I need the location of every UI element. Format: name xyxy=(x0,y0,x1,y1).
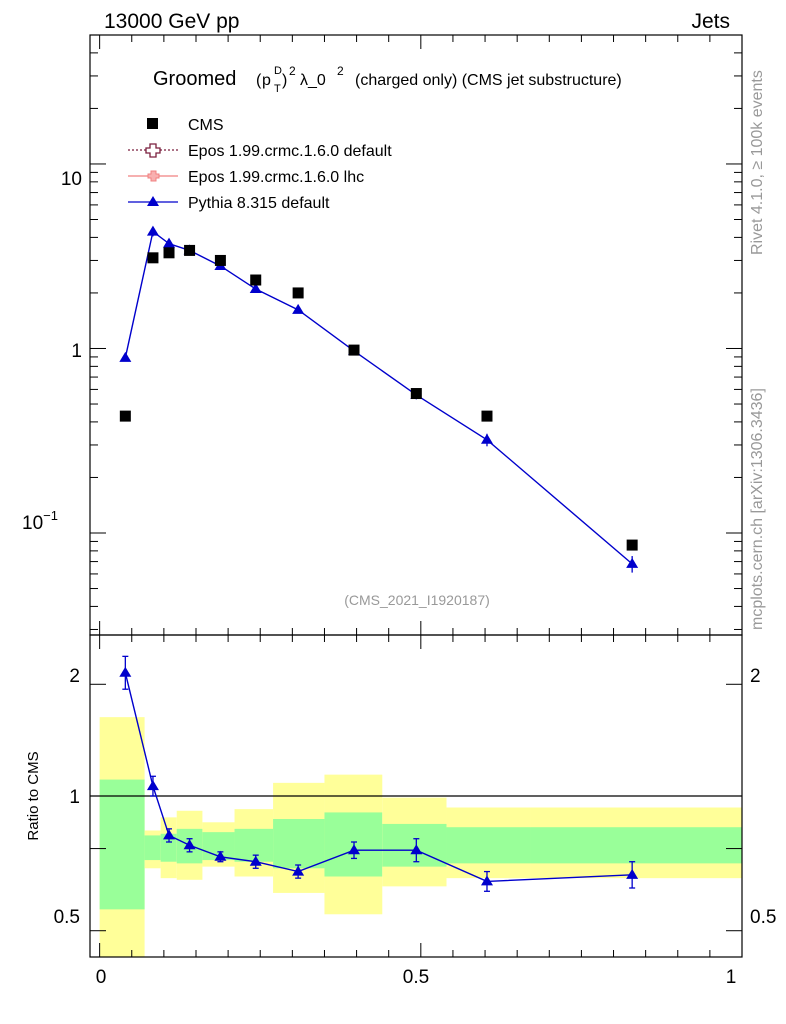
ratio-pythia-point xyxy=(249,855,262,866)
legend-label-epos-lhc: Epos 1.99.crmc.1.6.0 lhc xyxy=(188,169,364,186)
ratio-ytick-label-2: 2 xyxy=(69,666,80,687)
side-text-top: Rivet 4.1.0, ≥ 100k events xyxy=(749,70,766,255)
ytick-label-1: 1 xyxy=(71,341,82,362)
title-lambda: λ_0 xyxy=(300,72,326,89)
ratio-pythia-point xyxy=(480,875,493,886)
ratio-ytick-label-1: 1 xyxy=(69,787,80,808)
title-sup-d: D xyxy=(274,65,282,77)
ratio-band-inner xyxy=(234,828,274,862)
ratio-pythia-point xyxy=(410,844,423,855)
ratio-pythia-point xyxy=(214,850,227,861)
legend: CMS Epos 1.99.crmc.1.6.0 default Epos 1.… xyxy=(128,117,392,212)
main-panel: 10 1 10−1 Groomed ( p D T ) 2 λ_0 2 (cha… xyxy=(22,34,743,636)
cms-point xyxy=(481,410,493,422)
ratio-frame xyxy=(89,634,743,958)
ratio-pythia-point xyxy=(292,865,305,876)
ratio-ytick-label-right-2: 2 xyxy=(750,666,761,687)
title-p: p xyxy=(262,72,271,89)
ratio-band-inner xyxy=(144,835,161,861)
legend-marker-epos-default xyxy=(145,143,161,158)
title-lambda-pow: 2 xyxy=(337,64,344,78)
ytick-label-0-1: 10−1 xyxy=(22,508,58,534)
ratio-pythia-point xyxy=(348,844,361,855)
ratio-band-inner xyxy=(530,827,742,864)
ratio-panel: 0.5 1 2 0.5 2 Ratio to CMS 0 0.5 1 xyxy=(25,634,776,988)
ratio-band-inner xyxy=(382,823,447,867)
title-pow: 2 xyxy=(289,64,296,78)
pythia-point xyxy=(119,351,132,362)
legend-label-pythia: Pythia 8.315 default xyxy=(188,195,330,212)
legend-marker-pythia xyxy=(147,196,159,206)
legend-label-cms: CMS xyxy=(188,117,224,134)
ratio-ticks xyxy=(90,635,743,957)
pythia-point xyxy=(249,283,262,294)
header-left: 13000 GeV pp xyxy=(104,10,239,33)
ratio-band-inner xyxy=(160,833,177,862)
ratio-pythia-point xyxy=(163,829,176,840)
legend-marker-cms xyxy=(147,118,158,129)
main-marks xyxy=(119,225,639,573)
pythia-point xyxy=(163,237,176,248)
cms-point xyxy=(348,344,360,356)
title-paren-close: ) xyxy=(282,72,287,89)
ratio-band-inner xyxy=(273,819,325,869)
pythia-point xyxy=(626,557,639,568)
title-sub-t: T xyxy=(274,83,281,95)
title-prefix: Groomed xyxy=(153,68,236,90)
main-y-ticks xyxy=(90,34,743,635)
legend-marker-epos-lhc xyxy=(147,170,160,182)
title-suffix: (charged only) (CMS jet substructure) xyxy=(355,72,622,89)
cms-point xyxy=(163,247,175,259)
cms-point xyxy=(292,287,304,299)
chart-title: Groomed ( p D T ) 2 λ_0 2 (charged only)… xyxy=(153,64,622,95)
pythia-point xyxy=(480,433,493,444)
ratio-bands xyxy=(99,717,742,957)
analysis-watermark: (CMS_2021_I1920187) xyxy=(344,592,490,608)
cms-point xyxy=(250,274,262,286)
side-text-bottom: mcplots.cern.ch [arXiv:1306.3436] xyxy=(749,388,766,630)
legend-label-epos-default: Epos 1.99.crmc.1.6.0 default xyxy=(188,143,392,160)
ratio-ytick-label-right-0-5: 0.5 xyxy=(750,907,776,928)
ratio-ytick-label-0-5: 0.5 xyxy=(54,907,80,928)
cms-point xyxy=(214,254,226,266)
cms-point xyxy=(626,539,638,551)
xtick-label-1: 1 xyxy=(726,967,737,988)
xtick-label-0: 0 xyxy=(96,967,107,988)
cms-point xyxy=(184,244,196,256)
ratio-pythia-point xyxy=(183,839,196,850)
ratio-pythia-point xyxy=(626,868,639,879)
ytick-label-10: 10 xyxy=(61,169,82,190)
title-paren-open: ( xyxy=(256,72,262,89)
ratio-pythia-point xyxy=(119,666,132,677)
cms-point xyxy=(410,388,422,400)
header-right: Jets xyxy=(691,10,730,33)
ratio-marks xyxy=(119,655,639,892)
cms-point xyxy=(147,252,159,264)
ratio-ylabel: Ratio to CMS xyxy=(25,751,42,840)
pythia-line xyxy=(124,230,633,565)
cms-point xyxy=(119,410,131,422)
pythia-point xyxy=(146,225,159,236)
ratio-band-inner xyxy=(99,779,145,910)
pythia-point xyxy=(292,303,305,314)
xtick-label-0-5: 0.5 xyxy=(403,967,429,988)
ratio-band-inner xyxy=(446,827,531,864)
ratio-pythia-point xyxy=(146,780,159,791)
